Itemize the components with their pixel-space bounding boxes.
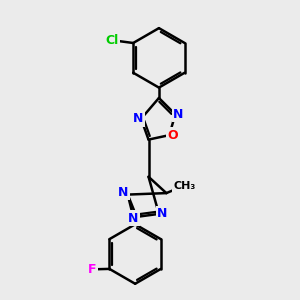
- Text: F: F: [88, 263, 96, 276]
- Text: N: N: [128, 212, 138, 225]
- Text: N: N: [157, 207, 168, 220]
- Text: N: N: [118, 186, 128, 199]
- Text: Cl: Cl: [106, 34, 119, 46]
- Text: CH₃: CH₃: [173, 181, 195, 191]
- Text: O: O: [168, 129, 178, 142]
- Text: N: N: [133, 112, 143, 125]
- Text: N: N: [173, 108, 183, 121]
